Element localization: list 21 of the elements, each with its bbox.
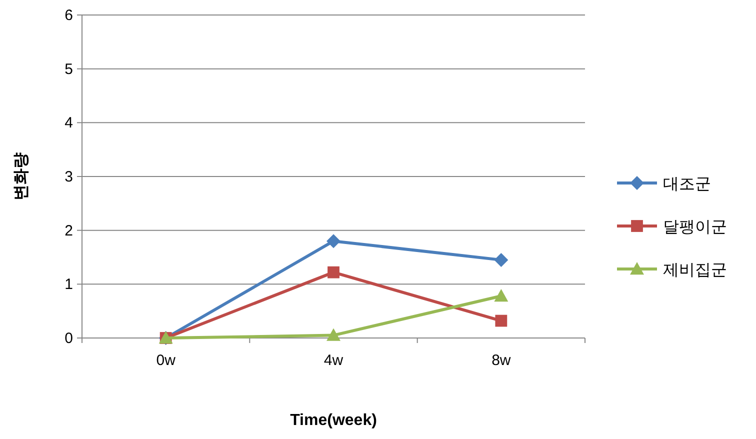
y-tick-label: 3 — [64, 168, 73, 186]
x-tick-label: 8w — [492, 352, 511, 369]
y-tick-label: 1 — [64, 276, 73, 294]
y-tick-label: 4 — [64, 114, 73, 132]
y-axis-title: 변화량 — [13, 152, 30, 200]
point — [326, 328, 340, 341]
y-tick-label: 6 — [64, 7, 73, 24]
x-axis-title: Time(week) — [290, 412, 377, 429]
point — [494, 289, 508, 302]
y-tick-label: 5 — [64, 60, 73, 78]
x-tick-label: 4w — [324, 352, 344, 369]
legend-label: 달팽이군 — [663, 219, 727, 236]
legend-label: 제비집군 — [663, 262, 727, 279]
x-tick-label: 0w — [156, 352, 176, 369]
point — [494, 252, 508, 267]
legend-label: 대조군 — [663, 176, 711, 193]
point — [326, 234, 340, 248]
point — [328, 266, 340, 278]
point — [495, 314, 508, 327]
y-tick-label: 2 — [64, 222, 73, 240]
y-tick-label: 0 — [64, 330, 73, 347]
